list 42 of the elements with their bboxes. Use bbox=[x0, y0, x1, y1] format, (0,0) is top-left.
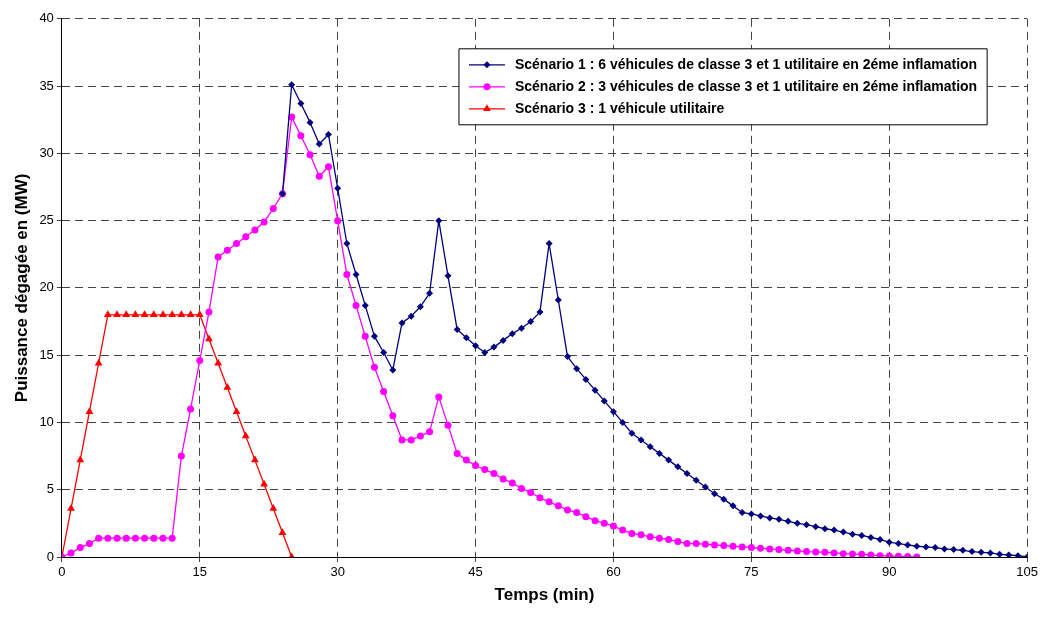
legend-label: Scénario 1 : 6 véhicules de classe 3 et 1 utilitaire en 2éme inflamation bbox=[514, 55, 978, 72]
y-tick-label: 5 bbox=[46, 481, 54, 497]
point bbox=[168, 310, 177, 318]
point bbox=[232, 407, 241, 414]
point bbox=[177, 310, 186, 318]
point bbox=[67, 504, 75, 511]
x-tick-label: 45 bbox=[468, 564, 483, 580]
x-tick-label: 90 bbox=[882, 564, 897, 580]
legend-label: Scénario 2 : 3 véhicules de classe 3 et 1 utilitaire en 2éme inflamation bbox=[514, 77, 978, 94]
y-tick-label: 10 bbox=[39, 414, 54, 430]
point bbox=[103, 310, 112, 318]
y-tick-label: 15 bbox=[39, 346, 54, 362]
point bbox=[186, 310, 195, 318]
point bbox=[149, 310, 158, 318]
point bbox=[278, 528, 287, 536]
point bbox=[131, 310, 140, 318]
x-tick-label: 75 bbox=[744, 564, 759, 580]
legend-label: Scénario 3 : 1 véhicule utilitaire bbox=[514, 99, 725, 116]
y-axis-title: Puissance dégagée en (MW) bbox=[11, 173, 31, 403]
y-tick-label: 20 bbox=[39, 279, 54, 295]
point bbox=[122, 310, 131, 318]
y-tick-label: 0 bbox=[46, 548, 54, 564]
x-tick-label: 105 bbox=[1016, 564, 1039, 580]
x-tick-label: 30 bbox=[330, 564, 345, 580]
x-tick-label: 0 bbox=[58, 564, 66, 580]
y-tick-label: 25 bbox=[39, 212, 54, 228]
point bbox=[223, 382, 232, 390]
point bbox=[113, 310, 121, 318]
point bbox=[195, 310, 204, 318]
y-tick-label: 40 bbox=[39, 10, 54, 26]
x-tick-label: 60 bbox=[606, 564, 621, 580]
point bbox=[159, 310, 167, 318]
point bbox=[260, 479, 269, 487]
point bbox=[269, 504, 278, 511]
x-tick-label: 15 bbox=[192, 564, 207, 580]
point bbox=[241, 431, 250, 439]
point bbox=[85, 407, 94, 414]
x-axis-title: Temps (min) bbox=[494, 585, 595, 605]
y-tick-label: 35 bbox=[39, 77, 54, 93]
point bbox=[205, 334, 213, 342]
point bbox=[140, 310, 149, 318]
y-tick-label: 30 bbox=[39, 144, 54, 160]
